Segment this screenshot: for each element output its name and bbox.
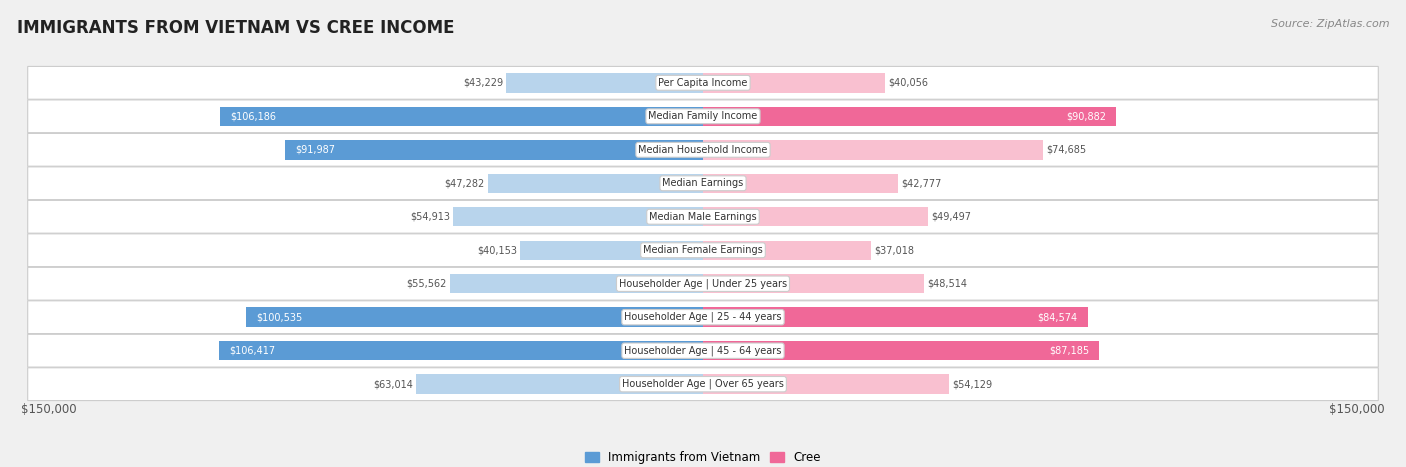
FancyBboxPatch shape	[28, 200, 1378, 233]
Text: IMMIGRANTS FROM VIETNAM VS CREE INCOME: IMMIGRANTS FROM VIETNAM VS CREE INCOME	[17, 19, 454, 37]
FancyBboxPatch shape	[28, 368, 1378, 401]
Bar	[416, 375, 703, 394]
Text: Source: ZipAtlas.com: Source: ZipAtlas.com	[1271, 19, 1389, 28]
Bar	[453, 207, 703, 226]
Text: $84,574: $84,574	[1038, 312, 1077, 322]
Text: Householder Age | 45 - 64 years: Householder Age | 45 - 64 years	[624, 346, 782, 356]
Text: $40,153: $40,153	[477, 245, 517, 255]
Text: Per Capita Income: Per Capita Income	[658, 78, 748, 88]
Text: $54,913: $54,913	[411, 212, 450, 222]
FancyBboxPatch shape	[28, 234, 1378, 267]
Bar	[246, 307, 703, 327]
Text: Median Family Income: Median Family Income	[648, 111, 758, 121]
Text: $48,514: $48,514	[927, 279, 967, 289]
Text: $100,535: $100,535	[256, 312, 302, 322]
Text: $40,056: $40,056	[889, 78, 928, 88]
Text: Median Household Income: Median Household Income	[638, 145, 768, 155]
FancyBboxPatch shape	[28, 66, 1378, 99]
FancyBboxPatch shape	[28, 334, 1378, 367]
Text: Householder Age | Over 65 years: Householder Age | Over 65 years	[621, 379, 785, 389]
Text: Median Male Earnings: Median Male Earnings	[650, 212, 756, 222]
Text: $150,000: $150,000	[1330, 403, 1385, 416]
Bar	[219, 341, 703, 361]
Text: Householder Age | 25 - 44 years: Householder Age | 25 - 44 years	[624, 312, 782, 322]
Bar	[703, 106, 1116, 126]
Text: $49,497: $49,497	[932, 212, 972, 222]
Text: $55,562: $55,562	[406, 279, 447, 289]
Bar	[221, 106, 703, 126]
Bar	[703, 274, 924, 293]
Text: $42,777: $42,777	[901, 178, 941, 188]
Text: Median Earnings: Median Earnings	[662, 178, 744, 188]
Bar	[703, 375, 949, 394]
FancyBboxPatch shape	[28, 134, 1378, 166]
Text: $90,882: $90,882	[1066, 111, 1107, 121]
Text: $43,229: $43,229	[463, 78, 503, 88]
Bar	[703, 140, 1043, 160]
FancyBboxPatch shape	[28, 167, 1378, 200]
FancyBboxPatch shape	[28, 100, 1378, 133]
FancyBboxPatch shape	[28, 301, 1378, 333]
Bar	[284, 140, 703, 160]
Text: Householder Age | Under 25 years: Householder Age | Under 25 years	[619, 278, 787, 289]
Bar	[703, 207, 928, 226]
Bar	[520, 241, 703, 260]
Text: $91,987: $91,987	[295, 145, 335, 155]
Bar	[506, 73, 703, 92]
Bar	[703, 341, 1099, 361]
Bar	[703, 174, 897, 193]
Bar	[488, 174, 703, 193]
Text: $54,129: $54,129	[952, 379, 993, 389]
Text: $74,685: $74,685	[1046, 145, 1087, 155]
Text: $47,282: $47,282	[444, 178, 485, 188]
Bar	[703, 73, 886, 92]
Text: $106,186: $106,186	[231, 111, 277, 121]
Bar	[703, 307, 1088, 327]
Text: $37,018: $37,018	[875, 245, 915, 255]
FancyBboxPatch shape	[28, 267, 1378, 300]
Text: $106,417: $106,417	[229, 346, 276, 356]
Text: $150,000: $150,000	[21, 403, 76, 416]
Bar	[703, 241, 872, 260]
Legend: Immigrants from Vietnam, Cree: Immigrants from Vietnam, Cree	[581, 446, 825, 467]
Text: $87,185: $87,185	[1049, 346, 1090, 356]
Text: Median Female Earnings: Median Female Earnings	[643, 245, 763, 255]
Bar	[450, 274, 703, 293]
Text: $63,014: $63,014	[373, 379, 413, 389]
